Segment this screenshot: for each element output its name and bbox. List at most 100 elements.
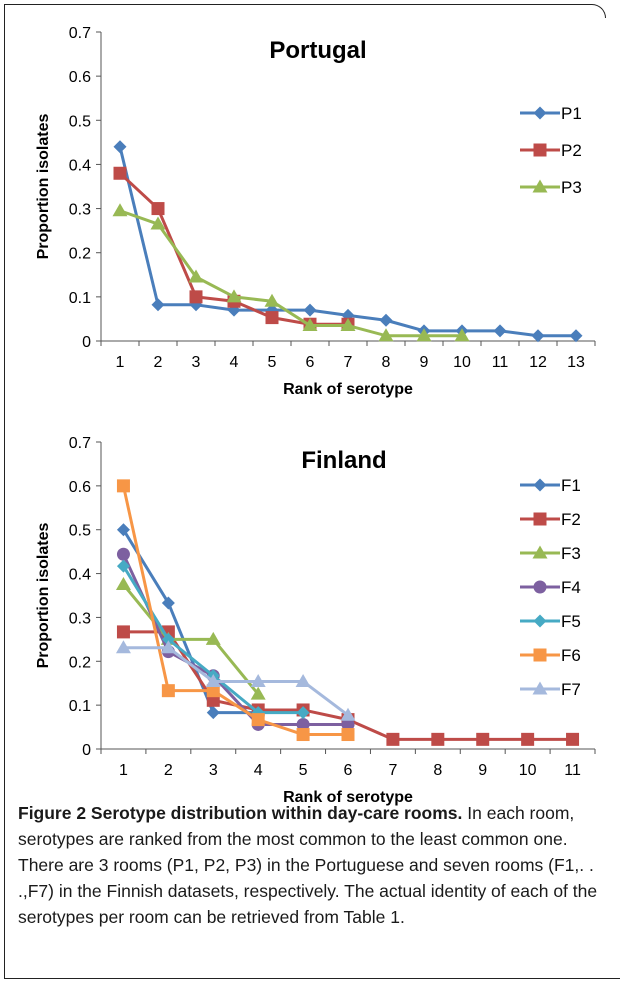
finland-point-f3	[205, 631, 221, 645]
finland-legend-label: F6	[561, 646, 581, 665]
portugal-legend-marker	[532, 179, 548, 193]
finland-y-tick-label: 0.5	[69, 523, 91, 540]
portugal-point-p3	[454, 328, 470, 342]
figure-caption: Figure 2 Serotype distribution within da…	[18, 800, 608, 930]
portugal-x-tick-label: 7	[344, 354, 353, 371]
portugal-legend-item-p3: P3	[520, 178, 582, 197]
finland-legend-label: F5	[561, 612, 581, 631]
finland-point-f1	[206, 706, 220, 720]
portugal-point-p3	[188, 269, 204, 283]
finland-x-tick-label: 2	[164, 762, 173, 779]
finland-point-f7	[250, 673, 266, 687]
portugal-y-tick-label: 0.2	[69, 246, 91, 263]
finland-point-f5	[116, 559, 130, 573]
finland-series-f6	[116, 479, 355, 742]
finland-legend-item-f4: F4	[520, 578, 581, 597]
finland-series-f7	[115, 640, 356, 721]
portugal-point-p1	[569, 329, 583, 343]
portugal-point-p1	[303, 303, 317, 317]
finland-legend-item-f5: F5	[520, 612, 581, 631]
finland-legend-item-f6: F6	[520, 646, 581, 665]
finland-x-tick-label: 8	[433, 762, 442, 779]
finland-point-f3	[115, 577, 131, 591]
portugal-x-tick-label: 3	[192, 354, 201, 371]
finland-point-f7	[160, 640, 176, 654]
finland-point-f6	[116, 479, 130, 493]
portugal-legend-label: P1	[561, 104, 582, 123]
portugal-legend-marker	[533, 143, 547, 157]
finland-point-f6	[296, 728, 310, 742]
finland-point-f2	[116, 625, 130, 639]
finland-point-f7	[115, 640, 131, 654]
portugal-x-tick-label: 6	[306, 354, 315, 371]
portugal-point-p1	[113, 140, 127, 154]
portugal-series-p1	[113, 140, 583, 343]
portugal-y-tick-label: 0.7	[69, 25, 91, 42]
portugal-legend-label: P3	[561, 178, 582, 197]
finland-legend-marker	[533, 614, 547, 628]
portugal-point-p3	[150, 216, 166, 230]
finland-legend-item-f2: F2	[520, 510, 581, 529]
portugal-y-tick-label: 0.3	[69, 202, 91, 219]
figure-frame	[4, 4, 620, 979]
finland-point-f2	[431, 732, 445, 746]
finland-point-f5	[296, 706, 310, 720]
finland-point-f6	[161, 684, 175, 698]
finland-legend-item-f3: F3	[520, 544, 581, 563]
finland-legend-label: F1	[561, 476, 581, 495]
finland-x-tick-label: 11	[564, 762, 581, 779]
portugal-x-tick-label: 10	[453, 354, 471, 371]
portugal-x-tick-label: 1	[116, 354, 125, 371]
portugal-y-tick-label: 0.5	[69, 113, 91, 130]
portugal-series-p3	[112, 203, 470, 342]
portugal-x-tick-label: 9	[420, 354, 429, 371]
finland-line-f6	[121, 485, 348, 737]
finland-x-axis-label: Rank of serotype	[283, 789, 413, 806]
finland-line-f1	[122, 528, 259, 715]
portugal-series-p2	[113, 166, 355, 331]
portugal-x-tick-label: 13	[567, 354, 585, 371]
portugal-chart: 00.10.20.30.40.50.60.71 2 3 4 5 6 7 8 9 10 11 12 13R…	[35, 25, 596, 398]
portugal-point-p3	[226, 289, 242, 303]
finland-point-f4	[341, 717, 355, 731]
finland-legend-item-f1: F1	[520, 476, 581, 495]
portugal-point-p2	[189, 290, 203, 304]
finland-y-tick-label: 0.1	[69, 698, 91, 715]
finland-point-f6	[341, 728, 355, 742]
finland-point-f3	[250, 686, 266, 700]
finland-y-axis-label: Proportion isolates	[35, 523, 52, 669]
finland-point-f2	[566, 732, 580, 746]
finland-legend-marker	[533, 648, 547, 662]
finland-legend-label: F7	[561, 680, 581, 699]
portugal-point-p3	[302, 318, 318, 332]
finland-line-f3	[122, 583, 260, 696]
portugal-point-p2	[265, 311, 279, 325]
portugal-x-tick-label: 5	[268, 354, 277, 371]
finland-x-tick-label: 7	[388, 762, 397, 779]
finland-point-f7	[295, 673, 311, 687]
finland-point-f2	[386, 732, 400, 746]
finland-point-f6	[206, 684, 220, 698]
portugal-point-p3	[416, 328, 432, 342]
finland-legend-label: F2	[561, 510, 581, 529]
portugal-title: Portugal	[269, 37, 366, 64]
portugal-line-p3	[119, 209, 462, 338]
portugal-y-tick-label: 0	[82, 334, 91, 351]
finland-point-f7	[340, 707, 356, 721]
finland-point-f5	[161, 632, 175, 646]
portugal-x-tick-label: 4	[230, 354, 239, 371]
finland-legend-marker	[532, 681, 548, 695]
finland-point-f2	[476, 732, 490, 746]
finland-y-tick-label: 0.6	[69, 479, 91, 496]
portugal-point-p3	[340, 318, 356, 332]
finland-x-tick-label: 4	[254, 762, 263, 779]
portugal-point-p3	[264, 293, 280, 307]
finland-point-f2	[521, 732, 535, 746]
portugal-point-p1	[531, 329, 545, 343]
finland-legend-label: F4	[561, 578, 581, 597]
finland-legend-marker	[532, 545, 548, 559]
finland-point-f1	[161, 596, 175, 610]
finland-series-f3	[115, 577, 266, 700]
finland-line-f7	[123, 646, 349, 717]
portugal-y-tick-label: 0.4	[69, 157, 91, 174]
